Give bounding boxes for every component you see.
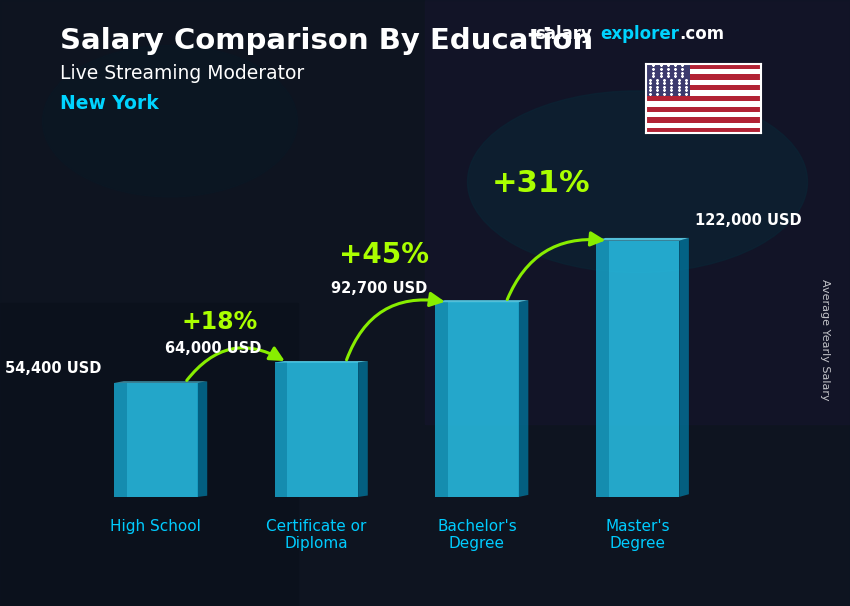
Text: Salary Comparison By Education: Salary Comparison By Education [60, 27, 592, 55]
Bar [646, 107, 761, 112]
Text: explorer: explorer [600, 25, 679, 44]
Polygon shape [435, 300, 529, 302]
Bar [646, 112, 761, 117]
Text: 54,400 USD: 54,400 USD [5, 361, 101, 376]
Bar [646, 64, 689, 96]
Polygon shape [596, 241, 679, 497]
Text: New York: New York [60, 94, 158, 113]
Bar [646, 101, 761, 107]
Text: Certificate or
Diploma: Certificate or Diploma [266, 519, 366, 551]
Bar [646, 75, 761, 80]
Bar [646, 85, 761, 90]
Text: Live Streaming Moderator: Live Streaming Moderator [60, 64, 303, 82]
Bar [646, 64, 761, 69]
Bar [646, 96, 761, 101]
Polygon shape [275, 362, 358, 497]
Bar [646, 122, 761, 128]
Bar [646, 80, 761, 85]
Polygon shape [596, 241, 609, 497]
Text: High School: High School [110, 519, 201, 534]
Polygon shape [435, 302, 518, 497]
Polygon shape [679, 238, 689, 497]
Polygon shape [197, 381, 207, 497]
Text: +18%: +18% [182, 310, 258, 333]
Polygon shape [435, 302, 448, 497]
Bar [425, 0, 850, 424]
Polygon shape [596, 238, 688, 241]
Polygon shape [275, 362, 287, 497]
Text: +45%: +45% [339, 241, 428, 269]
Text: Master's
Degree: Master's Degree [605, 519, 670, 551]
Polygon shape [518, 300, 529, 497]
Text: 92,700 USD: 92,700 USD [331, 281, 428, 296]
Ellipse shape [42, 45, 298, 197]
Bar [646, 69, 761, 75]
Polygon shape [114, 382, 127, 497]
Bar [646, 90, 761, 96]
Text: salary: salary [536, 25, 592, 44]
Text: Bachelor's
Degree: Bachelor's Degree [437, 519, 517, 551]
Bar [646, 128, 761, 133]
Text: +31%: +31% [492, 170, 591, 198]
Text: 64,000 USD: 64,000 USD [166, 341, 262, 356]
Polygon shape [114, 382, 197, 497]
Ellipse shape [468, 91, 808, 273]
Polygon shape [114, 381, 207, 382]
Text: Average Yearly Salary: Average Yearly Salary [820, 279, 830, 400]
Bar [646, 117, 761, 122]
Text: 122,000 USD: 122,000 USD [695, 213, 802, 228]
Polygon shape [275, 361, 368, 362]
Bar [0, 303, 298, 606]
Polygon shape [358, 361, 368, 497]
Text: .com: .com [679, 25, 724, 44]
